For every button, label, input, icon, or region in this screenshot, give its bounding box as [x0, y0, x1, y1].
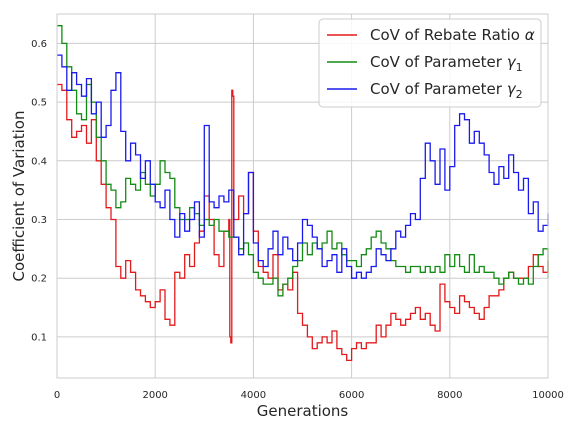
x-tick-label: 10000 — [532, 390, 564, 401]
legend-label-math: γ — [507, 80, 517, 98]
series-layer — [57, 25, 549, 362]
legend-label-subscript: 2 — [516, 88, 523, 101]
y-tick-label: 0.4 — [31, 156, 47, 167]
legend-label-subscript: 1 — [516, 61, 523, 74]
legend-label-text: CoV of Parameter — [370, 53, 507, 71]
plot-frame — [56, 13, 549, 379]
series-line-1 — [57, 83, 549, 362]
legend-label-math: γ — [507, 53, 517, 71]
y-axis-label: Coefficient of Variation — [10, 111, 28, 282]
y-tick-label: 0.1 — [31, 332, 47, 343]
legend-label: CoV of Rebate Ratio α — [370, 26, 535, 44]
x-tick-label: 4000 — [241, 390, 266, 401]
y-tick-label: 0.5 — [31, 98, 47, 109]
legend-label-text: CoV of Parameter — [370, 80, 507, 98]
legend-box — [318, 18, 542, 108]
y-tick-label: 0.2 — [31, 274, 47, 285]
x-tick-label: 8000 — [437, 390, 462, 401]
legend-label-text: CoV of Rebate Ratio — [370, 26, 525, 44]
x-tick-label: 6000 — [339, 390, 364, 401]
y-tick-label: 0.6 — [31, 39, 47, 50]
legend-label-math: α — [525, 26, 535, 44]
x-tick-label: 0 — [54, 390, 60, 401]
series-line-3 — [57, 54, 549, 279]
legend-label: CoV of Parameter γ1 — [370, 53, 523, 74]
y-tick-label: 0.3 — [31, 215, 47, 226]
x-tick-label: 2000 — [142, 390, 167, 401]
x-axis-label: Generations — [257, 402, 349, 420]
legend-label: CoV of Parameter γ2 — [370, 80, 523, 101]
tick-labels: 0 2000 4000 6000 8000 10000 0.1 0.2 0.3 0.4 0.5 0.6 — [31, 39, 564, 401]
